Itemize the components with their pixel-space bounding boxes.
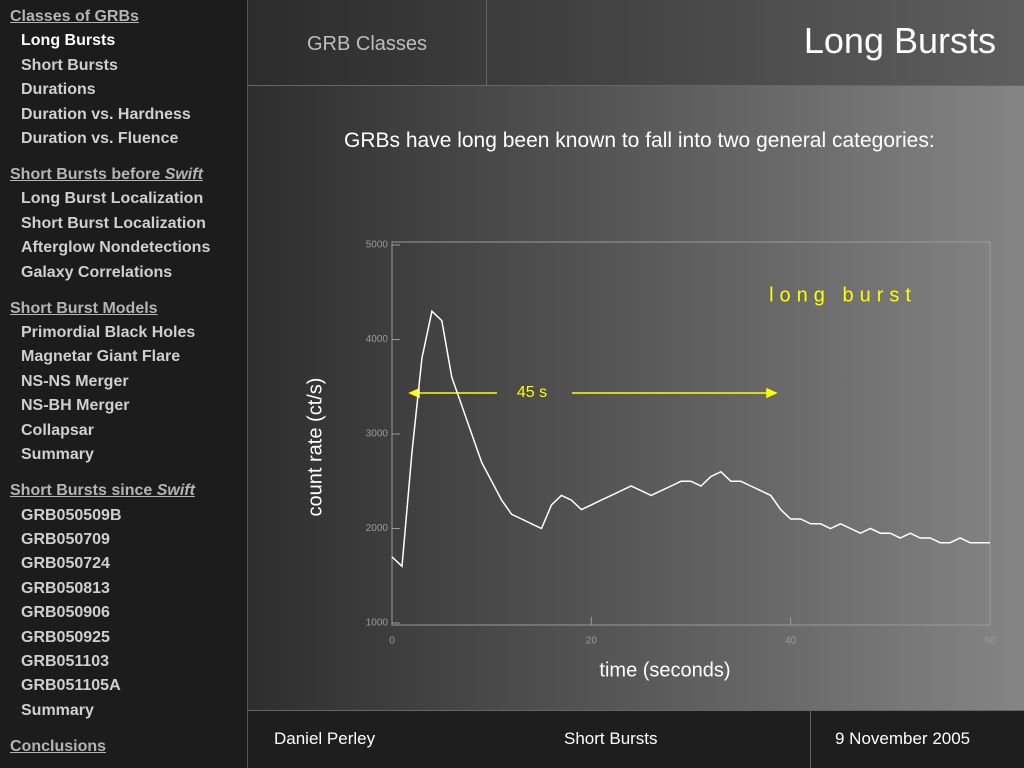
header: GRB Classes Long Bursts: [248, 0, 1024, 86]
nav-item[interactable]: GRB051103: [21, 652, 110, 670]
duration-arrow: [408, 387, 778, 399]
slide-title: Long Bursts: [803, 20, 996, 61]
nav-heading[interactable]: Short Bursts before Swift: [0, 163, 247, 187]
duration-label: 45 s: [517, 384, 547, 401]
section-label: GRB Classes: [248, 0, 487, 85]
nav-heading[interactable]: Conclusions: [0, 735, 247, 759]
nav-item[interactable]: GRB051105A: [21, 677, 121, 695]
nav-item[interactable]: GRB050509B: [21, 506, 122, 524]
footer-divider: [810, 711, 811, 768]
body-text: GRBs have long been known to fall into t…: [344, 129, 935, 152]
nav-heading[interactable]: Classes of GRBs: [0, 5, 247, 29]
nav-heading-text[interactable]: Short Bursts before: [10, 166, 165, 184]
nav-item[interactable]: Galaxy Correlations: [21, 263, 173, 281]
footer-author: Daniel Perley: [274, 729, 376, 748]
nav-section: Short Bursts since Swift GRB050509B GRB050…: [0, 479, 247, 723]
y-tick-label: 2000: [366, 523, 389, 534]
nav-item[interactable]: GRB050925: [21, 628, 110, 646]
nav-item[interactable]: GRB050724: [21, 555, 110, 573]
nav-item[interactable]: Summary: [21, 701, 94, 719]
nav-item[interactable]: GRB050906: [21, 604, 110, 622]
nav-item[interactable]: GRB050709: [21, 530, 110, 548]
nav-heading-text[interactable]: Short Burst Models: [10, 299, 158, 317]
footer-date: 9 November 2005: [835, 729, 971, 748]
chart: count rate (ct/s) time (seconds) long bu…: [304, 239, 996, 681]
nav-item[interactable]: GRB050813: [21, 579, 110, 597]
nav-item[interactable]: Long Bursts: [21, 32, 116, 50]
nav-item[interactable]: Short Bursts: [21, 56, 118, 74]
footer: Daniel Perley Short Bursts 9 November 20…: [248, 710, 1024, 768]
x-tick-label: 0: [389, 636, 395, 647]
nav-section: Conclusions: [0, 735, 247, 759]
nav-item[interactable]: Collapsar: [21, 421, 94, 439]
nav-item[interactable]: Long Burst Localization: [21, 190, 204, 208]
y-tick-label: 1000: [366, 618, 389, 629]
nav-heading[interactable]: Short Bursts since Swift: [0, 479, 247, 503]
nav-heading-text[interactable]: Conclusions: [10, 737, 107, 755]
footer-talk: Short Bursts: [564, 729, 658, 748]
annotation: long burst: [769, 284, 917, 306]
nav-item[interactable]: Short Burst Localization: [21, 214, 206, 232]
light-curve: [391, 309, 990, 568]
y-axis-label: count rate (ct/s): [304, 378, 326, 517]
sidebar: Classes of GRBs Long Bursts Short Bursts Du…: [0, 0, 248, 768]
y-tick-label: 4000: [366, 334, 389, 345]
nav-heading-emphasis[interactable]: Swift: [156, 482, 195, 500]
nav-item[interactable]: Magnetar Giant Flare: [21, 348, 181, 366]
nav-item[interactable]: Afterglow Nondetections: [21, 239, 211, 257]
nav-heading-text[interactable]: Classes of GRBs: [10, 8, 139, 25]
x-tick-label: 40: [785, 636, 797, 647]
nav-item[interactable]: Duration vs. Hardness: [21, 105, 191, 123]
nav-item[interactable]: NS-BH Merger: [21, 397, 130, 415]
x-tick-label: 20: [586, 636, 598, 647]
y-tick-label: 3000: [366, 429, 389, 440]
nav-item[interactable]: Duration vs. Fluence: [21, 130, 179, 148]
x-tick-label: 60: [984, 636, 996, 647]
nav-heading[interactable]: Short Burst Models: [0, 297, 247, 321]
nav-section: Short Burst Models Primordial Black Holes…: [0, 297, 247, 468]
nav-heading-emphasis[interactable]: Swift: [164, 166, 203, 184]
nav-item[interactable]: Primordial Black Holes: [21, 324, 196, 342]
y-tick-label: 5000: [366, 240, 389, 251]
nav-section: Classes of GRBs Long Bursts Short Bursts Du…: [0, 5, 247, 151]
x-axis-label: time (seconds): [599, 659, 730, 681]
nav-heading-text[interactable]: Short Bursts since: [10, 482, 157, 500]
nav-section: Short Bursts before Swift Long Burst Loca…: [0, 163, 247, 285]
nav-item[interactable]: NS-NS Merger: [21, 372, 129, 390]
nav-item[interactable]: Summary: [21, 446, 94, 464]
nav-item[interactable]: Durations: [21, 81, 96, 99]
